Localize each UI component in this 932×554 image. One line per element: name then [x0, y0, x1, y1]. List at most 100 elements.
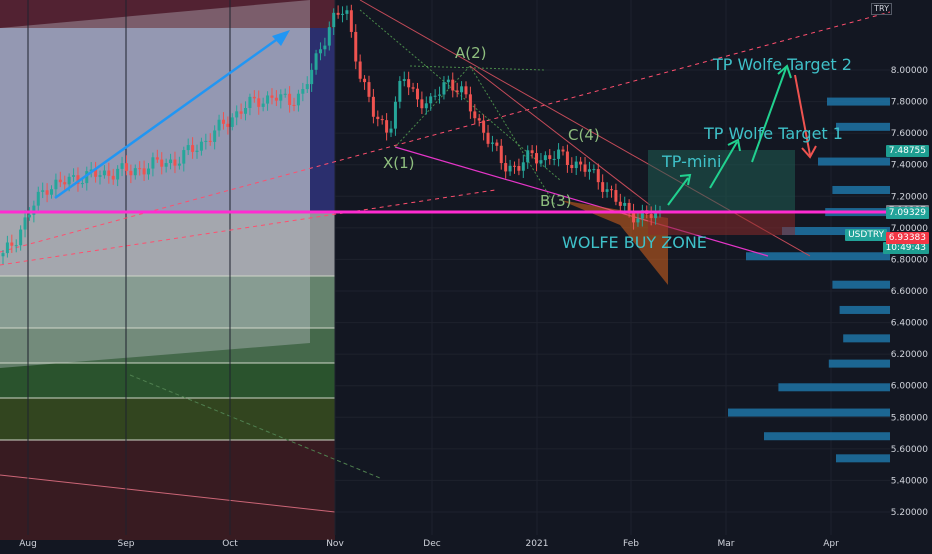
candle-body [296, 93, 300, 106]
candle-body [429, 96, 433, 104]
candle-body [512, 165, 516, 167]
candle-body [151, 157, 155, 169]
tp-mini-arrow-head [679, 173, 692, 186]
arrows [54, 30, 817, 206]
candle-body [173, 159, 177, 166]
x-tick-label: Nov [326, 539, 344, 549]
candle-body [164, 163, 168, 167]
candles [1, 4, 662, 265]
candle-body [266, 95, 270, 104]
y-tick-label: 7.40000 [891, 161, 928, 171]
candle-body [204, 140, 208, 142]
candle-body [239, 111, 243, 114]
zone-dark-red [0, 440, 335, 540]
candle-body [433, 95, 437, 97]
zone-top-red [0, 0, 335, 28]
candle-body [482, 120, 486, 133]
candle-body [323, 45, 327, 50]
candle-body [89, 169, 93, 172]
volume-profile-bar [836, 122, 890, 131]
trend-dashed-lower [0, 189, 496, 266]
x-tick-label: Apr [823, 539, 839, 549]
candle-body [318, 49, 322, 54]
candle-body [504, 163, 508, 172]
x-tick-label: Feb [623, 539, 639, 549]
zone-gray [0, 213, 335, 276]
countdown-tag: 10:49:43 [882, 242, 929, 254]
candle-body [367, 82, 371, 97]
candle-body [32, 205, 36, 215]
candle-body [609, 189, 613, 191]
candle-body [195, 150, 199, 152]
candle-body [349, 10, 353, 32]
zone-navy [310, 28, 335, 213]
y-tick-label: 6.80000 [891, 255, 928, 265]
candle-body [614, 190, 618, 202]
volume-profile-bar [746, 252, 890, 261]
candle-body [261, 103, 265, 107]
candle-body [649, 213, 653, 219]
y-tick-label: 6.60000 [891, 287, 928, 297]
y-tick-label: 7.00000 [891, 224, 928, 234]
fan-line [0, 474, 336, 513]
candle-body [535, 153, 539, 164]
candle-body [45, 190, 49, 195]
candle-body [41, 190, 45, 192]
candle-body [142, 168, 146, 175]
y-tick-label: 5.60000 [891, 445, 928, 455]
candle-body [76, 175, 80, 184]
candle-body [407, 79, 411, 88]
candle-body [36, 191, 40, 206]
candle-body [288, 93, 292, 105]
x-tick-label: Sep [118, 539, 135, 549]
candle-body [270, 95, 274, 98]
candle-body [85, 171, 89, 184]
diagonal-green-dashed [129, 374, 381, 479]
candle-body [124, 163, 128, 171]
y-tick-label: 6.00000 [891, 382, 928, 392]
volume-profile-bar [828, 359, 890, 368]
symbol-tag: USDTRY [845, 229, 887, 241]
candle-body [499, 145, 503, 164]
candle-body [376, 116, 380, 120]
volume-profile-bar [839, 305, 890, 314]
candle-body [468, 94, 472, 112]
annotations: A(2) X(1) C(4) B(3) WOLFE BUY ZONE TP-mi… [383, 44, 852, 252]
candle-body [230, 117, 234, 127]
y-tick-label: 6.20000 [891, 350, 928, 360]
price-axis-background[interactable] [890, 0, 932, 550]
volume-profile-bar [764, 432, 890, 441]
candle-body [217, 119, 221, 131]
candle-body [10, 242, 14, 246]
zone-green [0, 328, 335, 363]
candle-body [244, 108, 248, 114]
candle-body [327, 27, 331, 46]
candle-body [592, 169, 596, 171]
candle-body [442, 82, 446, 95]
tp1-arrow-head [727, 138, 741, 152]
candle-body [565, 151, 569, 166]
candle-body [583, 164, 587, 172]
volume-profile-bar [836, 454, 890, 463]
candle-body [552, 158, 556, 160]
price-tag: 7.48755 [885, 144, 929, 157]
candle-body [147, 168, 151, 175]
volume-profile-bar [782, 227, 890, 236]
candle-body [438, 94, 442, 96]
candle-body [420, 99, 424, 109]
volume-profile-bar [827, 97, 890, 106]
candle-body [526, 150, 530, 163]
candle-body [596, 169, 600, 183]
candle-body [252, 96, 256, 99]
candle-body [587, 169, 591, 172]
candle-body [221, 119, 225, 124]
candle-body [155, 157, 159, 160]
candle-body [385, 120, 389, 133]
y-tick-label: 5.40000 [891, 476, 928, 486]
candle-body [116, 168, 120, 180]
reversal-arrow [794, 74, 811, 156]
candle-body [415, 88, 419, 100]
candle-body [208, 140, 212, 142]
